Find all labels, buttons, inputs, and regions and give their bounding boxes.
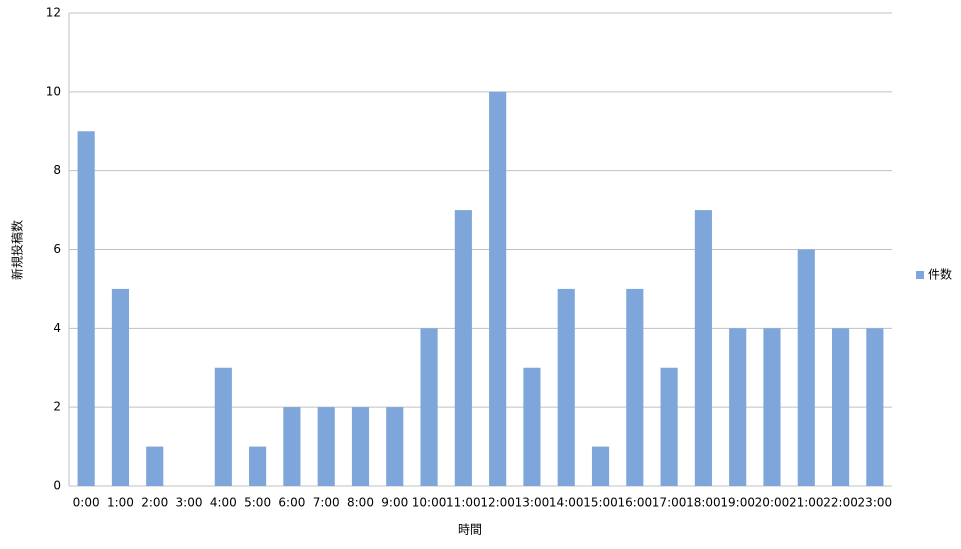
- bar: [660, 367, 678, 486]
- x-tick-label: 14:00: [549, 496, 584, 510]
- x-tick-label: 10:00: [412, 496, 447, 510]
- x-tick-label: 8:00: [347, 496, 374, 510]
- bar: [317, 407, 335, 486]
- x-tick-label: 18:00: [686, 496, 721, 510]
- y-axis-label: 新規投稿数: [10, 220, 25, 280]
- x-tick-label: 1:00: [107, 496, 134, 510]
- x-tick-label: 5:00: [244, 496, 271, 510]
- y-tick-label: 6: [53, 242, 61, 256]
- bar: [249, 446, 267, 486]
- y-tick-label: 12: [46, 6, 61, 20]
- x-axis-label: 時間: [458, 523, 482, 537]
- bar: [386, 407, 404, 486]
- y-tick-label: 10: [46, 84, 61, 98]
- y-tick-label: 8: [53, 163, 61, 177]
- bar: [489, 91, 507, 486]
- bar: [351, 407, 370, 486]
- x-tick-label: 2:00: [141, 496, 168, 510]
- legend-swatch: [916, 271, 924, 279]
- bar: [420, 328, 438, 486]
- legend-label: 件数: [928, 267, 952, 282]
- x-tick-label: 16:00: [618, 496, 653, 510]
- bar: [214, 367, 232, 486]
- x-tick-label: 12:00: [480, 496, 515, 510]
- y-tick-label: 0: [53, 479, 61, 493]
- bar: [523, 367, 541, 486]
- x-tick-label: 0:00: [73, 496, 100, 510]
- x-tick-label: 15:00: [583, 496, 618, 510]
- bar: [591, 446, 610, 486]
- x-tick-label: 4:00: [210, 496, 237, 510]
- bar: [729, 328, 747, 486]
- bar: [557, 288, 575, 486]
- bar: [626, 288, 644, 486]
- bar: [763, 328, 781, 486]
- bar: [77, 131, 95, 486]
- x-tick-label: 17:00: [652, 496, 687, 510]
- x-tick-label: 6:00: [278, 496, 305, 510]
- x-tick-label: 23:00: [858, 496, 893, 510]
- x-tick-label: 9:00: [381, 496, 408, 510]
- bar: [797, 249, 815, 486]
- bar: [694, 210, 712, 487]
- bar: [831, 328, 850, 486]
- x-tick-label: 13:00: [515, 496, 550, 510]
- bar: [866, 328, 884, 486]
- x-tick-label: 19:00: [720, 496, 755, 510]
- x-tick-label: 21:00: [789, 496, 824, 510]
- y-tick-label: 4: [53, 321, 61, 335]
- x-tick-label: 11:00: [446, 496, 481, 510]
- bar: [146, 446, 164, 486]
- bar: [283, 407, 301, 486]
- x-tick-label: 3:00: [176, 496, 203, 510]
- x-tick-label: 22:00: [823, 496, 858, 510]
- y-tick-label: 2: [53, 400, 61, 414]
- bar: [454, 210, 472, 487]
- x-tick-label: 7:00: [313, 496, 340, 510]
- x-tick-label: 20:00: [755, 496, 790, 510]
- bar: [111, 288, 130, 486]
